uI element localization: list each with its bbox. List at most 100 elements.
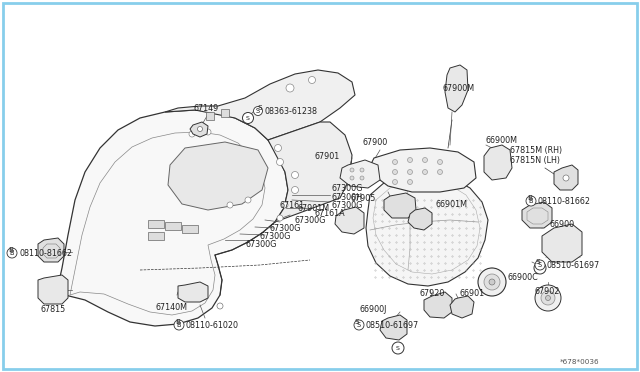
Text: 67140M: 67140M xyxy=(155,304,187,312)
Bar xyxy=(148,220,164,228)
Polygon shape xyxy=(38,238,64,262)
Circle shape xyxy=(392,180,397,185)
Polygon shape xyxy=(340,160,380,188)
Circle shape xyxy=(253,106,262,115)
Bar xyxy=(165,222,181,230)
Circle shape xyxy=(205,129,211,135)
Text: 67900: 67900 xyxy=(363,138,388,147)
Circle shape xyxy=(275,144,282,151)
Circle shape xyxy=(189,131,195,137)
Text: 67300G: 67300G xyxy=(245,240,276,248)
Circle shape xyxy=(422,157,428,163)
Text: *678*0036: *678*0036 xyxy=(560,359,600,365)
Text: 67901: 67901 xyxy=(315,151,340,160)
Circle shape xyxy=(438,160,442,164)
Text: 67815M (RH): 67815M (RH) xyxy=(510,145,562,154)
Polygon shape xyxy=(366,174,488,286)
Circle shape xyxy=(227,202,233,208)
Circle shape xyxy=(174,320,184,330)
Text: 66900J: 66900J xyxy=(360,305,387,314)
Polygon shape xyxy=(408,208,432,230)
Polygon shape xyxy=(168,142,268,210)
Text: 67161: 67161 xyxy=(280,201,305,209)
Polygon shape xyxy=(335,207,364,234)
Text: 66901: 66901 xyxy=(460,289,485,298)
Circle shape xyxy=(360,168,364,172)
Text: 67300G: 67300G xyxy=(332,183,364,192)
Bar xyxy=(148,232,164,240)
Circle shape xyxy=(478,268,506,296)
Text: S: S xyxy=(536,259,541,265)
Polygon shape xyxy=(206,112,214,120)
Circle shape xyxy=(245,197,251,203)
Text: 67815N (LH): 67815N (LH) xyxy=(510,155,560,164)
Text: 08510-61697: 08510-61697 xyxy=(366,321,419,330)
Text: 08510-61697: 08510-61697 xyxy=(547,260,600,269)
Text: B: B xyxy=(529,198,533,204)
Polygon shape xyxy=(165,70,355,140)
Circle shape xyxy=(408,170,413,174)
Polygon shape xyxy=(542,224,582,262)
Circle shape xyxy=(243,112,253,124)
Text: 67902: 67902 xyxy=(535,288,561,296)
Bar xyxy=(182,225,198,233)
Circle shape xyxy=(438,170,442,174)
Polygon shape xyxy=(372,148,476,192)
Text: 67905: 67905 xyxy=(351,193,376,202)
Polygon shape xyxy=(424,292,452,318)
Polygon shape xyxy=(268,122,352,222)
Text: B: B xyxy=(527,195,532,201)
Text: 67900M: 67900M xyxy=(443,83,475,93)
Circle shape xyxy=(7,248,17,258)
Circle shape xyxy=(489,279,495,285)
Text: 67300G: 67300G xyxy=(332,201,364,209)
Text: B: B xyxy=(175,319,180,325)
Circle shape xyxy=(198,126,202,131)
Text: 67901M: 67901M xyxy=(298,203,330,212)
Text: 66900M: 66900M xyxy=(486,135,518,144)
Polygon shape xyxy=(450,296,474,318)
Text: 67815: 67815 xyxy=(40,305,65,314)
Text: 66900C: 66900C xyxy=(508,273,539,282)
Text: 67149: 67149 xyxy=(193,103,218,112)
Text: B: B xyxy=(10,250,14,256)
Polygon shape xyxy=(484,145,512,180)
Text: S: S xyxy=(246,115,250,121)
Polygon shape xyxy=(190,122,208,137)
Text: S: S xyxy=(538,266,542,270)
Text: S: S xyxy=(256,108,260,114)
Circle shape xyxy=(350,176,354,180)
Circle shape xyxy=(392,170,397,174)
Circle shape xyxy=(282,202,288,208)
Circle shape xyxy=(392,342,404,354)
Text: S: S xyxy=(538,262,542,268)
Text: 67300G: 67300G xyxy=(260,231,291,241)
Polygon shape xyxy=(178,282,208,302)
Text: B: B xyxy=(8,247,13,253)
Circle shape xyxy=(408,157,413,163)
Circle shape xyxy=(354,320,364,330)
Text: 66901M: 66901M xyxy=(436,199,468,208)
Polygon shape xyxy=(522,202,552,228)
Text: 08110-81662: 08110-81662 xyxy=(538,196,591,205)
Circle shape xyxy=(422,170,428,174)
Circle shape xyxy=(526,196,536,206)
Circle shape xyxy=(217,303,223,309)
Circle shape xyxy=(541,291,555,305)
Polygon shape xyxy=(221,109,229,117)
Text: 08110-61020: 08110-61020 xyxy=(186,321,239,330)
Circle shape xyxy=(563,175,569,181)
Polygon shape xyxy=(554,165,578,190)
Circle shape xyxy=(392,160,397,164)
Circle shape xyxy=(408,180,413,185)
Polygon shape xyxy=(384,193,416,218)
Text: 08363-61238: 08363-61238 xyxy=(265,106,318,115)
Text: 66900: 66900 xyxy=(550,219,575,228)
Text: S: S xyxy=(357,322,361,328)
Text: 67300G: 67300G xyxy=(295,215,326,224)
Text: 08110-81662: 08110-81662 xyxy=(19,248,72,257)
Text: S: S xyxy=(355,319,360,325)
Polygon shape xyxy=(380,315,407,340)
Circle shape xyxy=(277,215,283,221)
Circle shape xyxy=(291,171,298,179)
